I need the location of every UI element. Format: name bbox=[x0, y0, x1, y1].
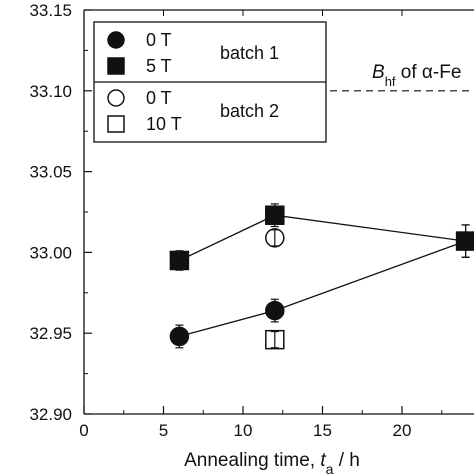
legend-entry-label: 5 T bbox=[146, 56, 172, 76]
legend-marker-circle bbox=[107, 31, 125, 49]
filled-square-marker bbox=[455, 231, 474, 251]
legend-marker-square bbox=[107, 57, 125, 75]
series-line bbox=[179, 214, 466, 262]
reference-line-label: Bhf of α-Fe bbox=[372, 62, 461, 89]
legend-entry-label: 0 T bbox=[146, 30, 172, 50]
y-tick-label: 33.10 bbox=[29, 82, 72, 101]
x-tick-label: 10 bbox=[234, 421, 253, 440]
series-line bbox=[179, 240, 466, 338]
x-tick-label: 15 bbox=[313, 421, 332, 440]
filled-circle-marker bbox=[169, 326, 190, 347]
y-tick-label: 33.00 bbox=[29, 243, 72, 262]
y-tick-label: 32.90 bbox=[29, 405, 72, 424]
series-group bbox=[169, 203, 474, 350]
x-tick-label: 5 bbox=[159, 421, 168, 440]
filled-square-marker bbox=[265, 205, 285, 225]
legend-entry-label: 10 T bbox=[146, 114, 182, 134]
filled-circle-marker bbox=[265, 300, 285, 321]
series-2 bbox=[265, 228, 285, 248]
x-tick-label: 0 bbox=[79, 421, 88, 440]
y-tick-label: 33.15 bbox=[29, 1, 72, 20]
legend-group-label: batch 1 bbox=[220, 43, 279, 63]
series-1 bbox=[169, 203, 474, 271]
legend: 0 T 5 T 0 T 10 T batch 1 batch 2 bbox=[93, 21, 327, 143]
y-tick-label: 33.05 bbox=[29, 163, 72, 182]
legend-entry-label: 0 T bbox=[146, 88, 172, 108]
x-axis-title: Annealing time, ta / h bbox=[184, 450, 360, 474]
axes: 32.90 32.95 33.00 33.05 33.10 33.15 0 5 10 15 20 bbox=[29, 1, 474, 440]
legend-marker-circle bbox=[107, 89, 125, 107]
filled-square-marker bbox=[169, 250, 190, 271]
x-tick-label: 20 bbox=[393, 421, 412, 440]
legend-group-label: batch 2 bbox=[220, 101, 279, 121]
y-tick-label: 32.95 bbox=[29, 324, 72, 343]
reference-line-group: Bhf of α-Fe bbox=[330, 62, 474, 92]
series-3 bbox=[265, 329, 285, 350]
legend-marker-square bbox=[107, 115, 125, 133]
